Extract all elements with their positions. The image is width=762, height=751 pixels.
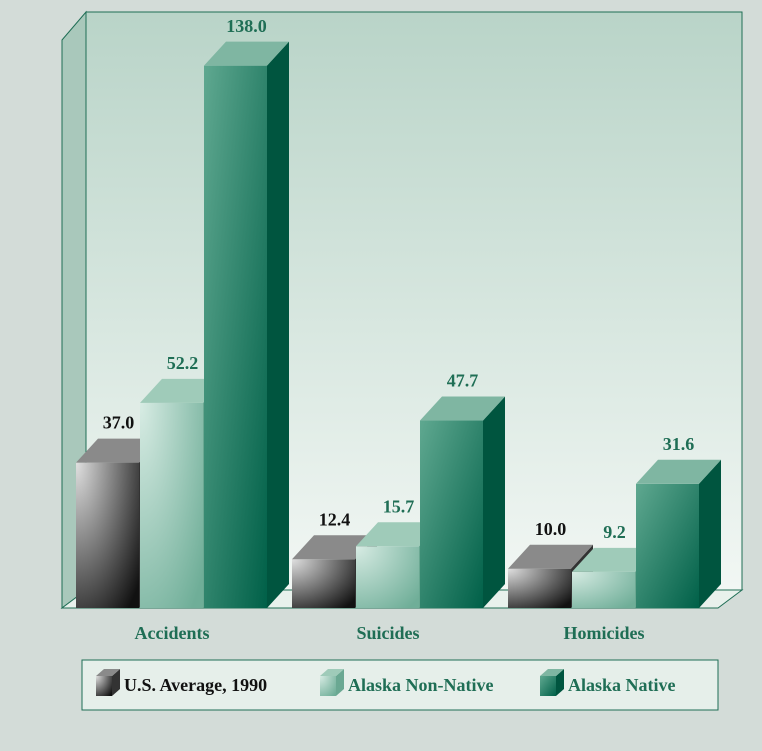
legend-swatch xyxy=(96,676,112,696)
value-label: 47.7 xyxy=(447,371,479,391)
x-tick-label: Accidents xyxy=(135,623,210,643)
value-label: 138.0 xyxy=(226,16,267,36)
bar xyxy=(140,402,203,608)
value-label: 10.0 xyxy=(535,519,567,539)
value-label: 52.2 xyxy=(167,353,199,373)
legend-swatch-top xyxy=(320,669,344,676)
bar xyxy=(508,568,571,608)
bar-side xyxy=(699,459,721,608)
legend-swatch-side xyxy=(556,669,564,696)
legend-swatch-top xyxy=(540,669,564,676)
bar-side xyxy=(267,41,289,609)
value-label: 12.4 xyxy=(319,509,351,529)
legend-swatch-side xyxy=(336,669,344,696)
x-tick-label: Suicides xyxy=(356,623,419,643)
bar xyxy=(204,65,267,608)
legend xyxy=(81,659,719,711)
bar xyxy=(420,420,483,608)
bar-top xyxy=(204,41,289,66)
bar xyxy=(572,571,635,608)
bar xyxy=(76,462,139,608)
legend-swatch xyxy=(320,676,336,696)
value-label: 31.6 xyxy=(663,434,695,454)
legend-swatch xyxy=(540,676,556,696)
legend-swatch-side xyxy=(112,669,120,696)
bar-top xyxy=(76,438,161,463)
bar-top xyxy=(508,544,593,569)
bar xyxy=(636,483,699,608)
bar-side xyxy=(483,396,505,608)
bar-top xyxy=(292,535,377,560)
legend-label: U.S. Average, 1990 xyxy=(124,675,267,695)
legend-label: Alaska Non-Native xyxy=(348,675,494,695)
bar-top xyxy=(636,459,721,484)
value-label: 9.2 xyxy=(603,522,626,542)
bar-top xyxy=(420,396,505,421)
x-tick-label: Homicides xyxy=(564,623,645,643)
bar xyxy=(356,546,419,608)
legend-swatch-top xyxy=(96,669,120,676)
bar-top xyxy=(572,547,657,572)
value-label: 15.7 xyxy=(383,496,415,516)
bar xyxy=(292,559,355,608)
bar-top xyxy=(356,522,441,547)
value-label: 37.0 xyxy=(103,413,135,433)
legend-label: Alaska Native xyxy=(568,675,676,695)
bar-top xyxy=(140,378,225,403)
